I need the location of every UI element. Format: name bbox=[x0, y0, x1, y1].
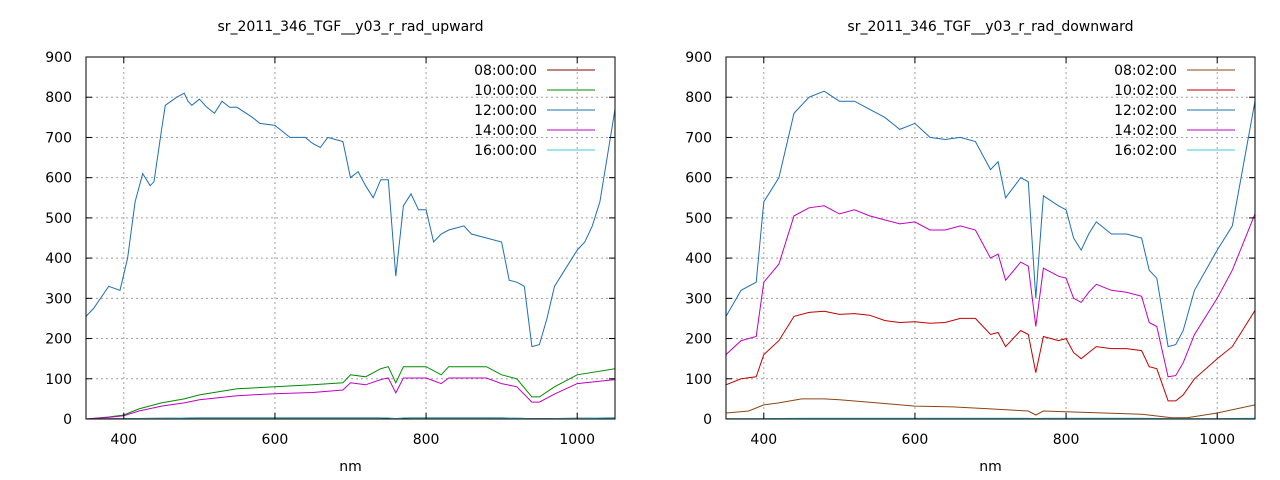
x-tick-label: 600 bbox=[262, 432, 289, 448]
y-tick-label: 400 bbox=[685, 251, 712, 267]
plot-frame bbox=[725, 56, 1256, 420]
chart-title: sr_2011_346_TGF__y03_r_rad_downward bbox=[847, 19, 1133, 35]
y-tick-label: 300 bbox=[685, 291, 712, 307]
x-tick-label: 1000 bbox=[559, 432, 595, 448]
x-tick-label: 400 bbox=[110, 432, 137, 448]
series-line-080200 bbox=[726, 398, 1255, 419]
series-line-100000 bbox=[86, 366, 615, 419]
y-tick-label: 600 bbox=[45, 171, 72, 187]
legend-entry-label: 08:02:00 bbox=[1114, 63, 1177, 79]
y-tick-label: 100 bbox=[685, 372, 712, 388]
legend-entry-label: 16:00:00 bbox=[474, 143, 537, 159]
y-tick-label: 400 bbox=[45, 251, 72, 267]
legend-entry-label: 10:00:00 bbox=[474, 83, 537, 99]
chart-title: sr_2011_346_TGF__y03_r_rad_upward bbox=[217, 19, 483, 35]
y-tick-label: 700 bbox=[685, 130, 712, 146]
plot-frame bbox=[85, 56, 616, 420]
y-tick-label: 100 bbox=[45, 372, 72, 388]
y-tick-label: 200 bbox=[45, 332, 72, 348]
x-tick-label: 800 bbox=[1053, 432, 1080, 448]
legend-entry-label: 16:02:00 bbox=[1114, 143, 1177, 159]
downward-radiance-chart: sr_2011_346_TGF__y03_r_rad_downward 400 60… bbox=[685, 19, 1256, 475]
y-tick-label: 300 bbox=[45, 291, 72, 307]
y-tick-label: 500 bbox=[685, 211, 712, 227]
y-tick-label: 800 bbox=[685, 90, 712, 106]
x-tick-label: 1000 bbox=[1199, 432, 1235, 448]
legend-entry-label: 14:00:00 bbox=[474, 123, 537, 139]
x-tick-label: 400 bbox=[750, 432, 777, 448]
series-group bbox=[726, 90, 1255, 419]
y-tick-label: 700 bbox=[45, 130, 72, 146]
y-tick-label: 800 bbox=[45, 90, 72, 106]
y-tick-label: 500 bbox=[45, 211, 72, 227]
series-line-120200 bbox=[726, 90, 1255, 348]
legend-entry-label: 08:00:00 bbox=[474, 63, 537, 79]
x-axis-label: nm bbox=[979, 459, 1002, 475]
series-line-100200 bbox=[726, 310, 1255, 402]
series-line-140000 bbox=[86, 377, 615, 419]
series-line-140200 bbox=[726, 205, 1255, 378]
x-tick-label: 800 bbox=[413, 432, 440, 448]
y-tick-label: 600 bbox=[685, 171, 712, 187]
y-tick-label: 0 bbox=[703, 412, 712, 428]
y-tick-label: 900 bbox=[45, 50, 72, 66]
x-axis-label: nm bbox=[339, 459, 362, 475]
legend-entry-label: 14:02:00 bbox=[1114, 123, 1177, 139]
legend-entry-label: 12:00:00 bbox=[474, 103, 537, 119]
series-line-120000 bbox=[86, 92, 615, 348]
y-tick-label: 900 bbox=[685, 50, 712, 66]
upward-radiance-chart: sr_2011_346_TGF__y03_r_rad_upward 400 600 8… bbox=[45, 19, 616, 475]
x-tick-label: 600 bbox=[902, 432, 929, 448]
y-tick-label: 0 bbox=[63, 412, 72, 428]
legend-entry-label: 10:02:00 bbox=[1114, 83, 1177, 99]
y-tick-label: 200 bbox=[685, 332, 712, 348]
legend-entry-label: 12:02:00 bbox=[1114, 103, 1177, 119]
